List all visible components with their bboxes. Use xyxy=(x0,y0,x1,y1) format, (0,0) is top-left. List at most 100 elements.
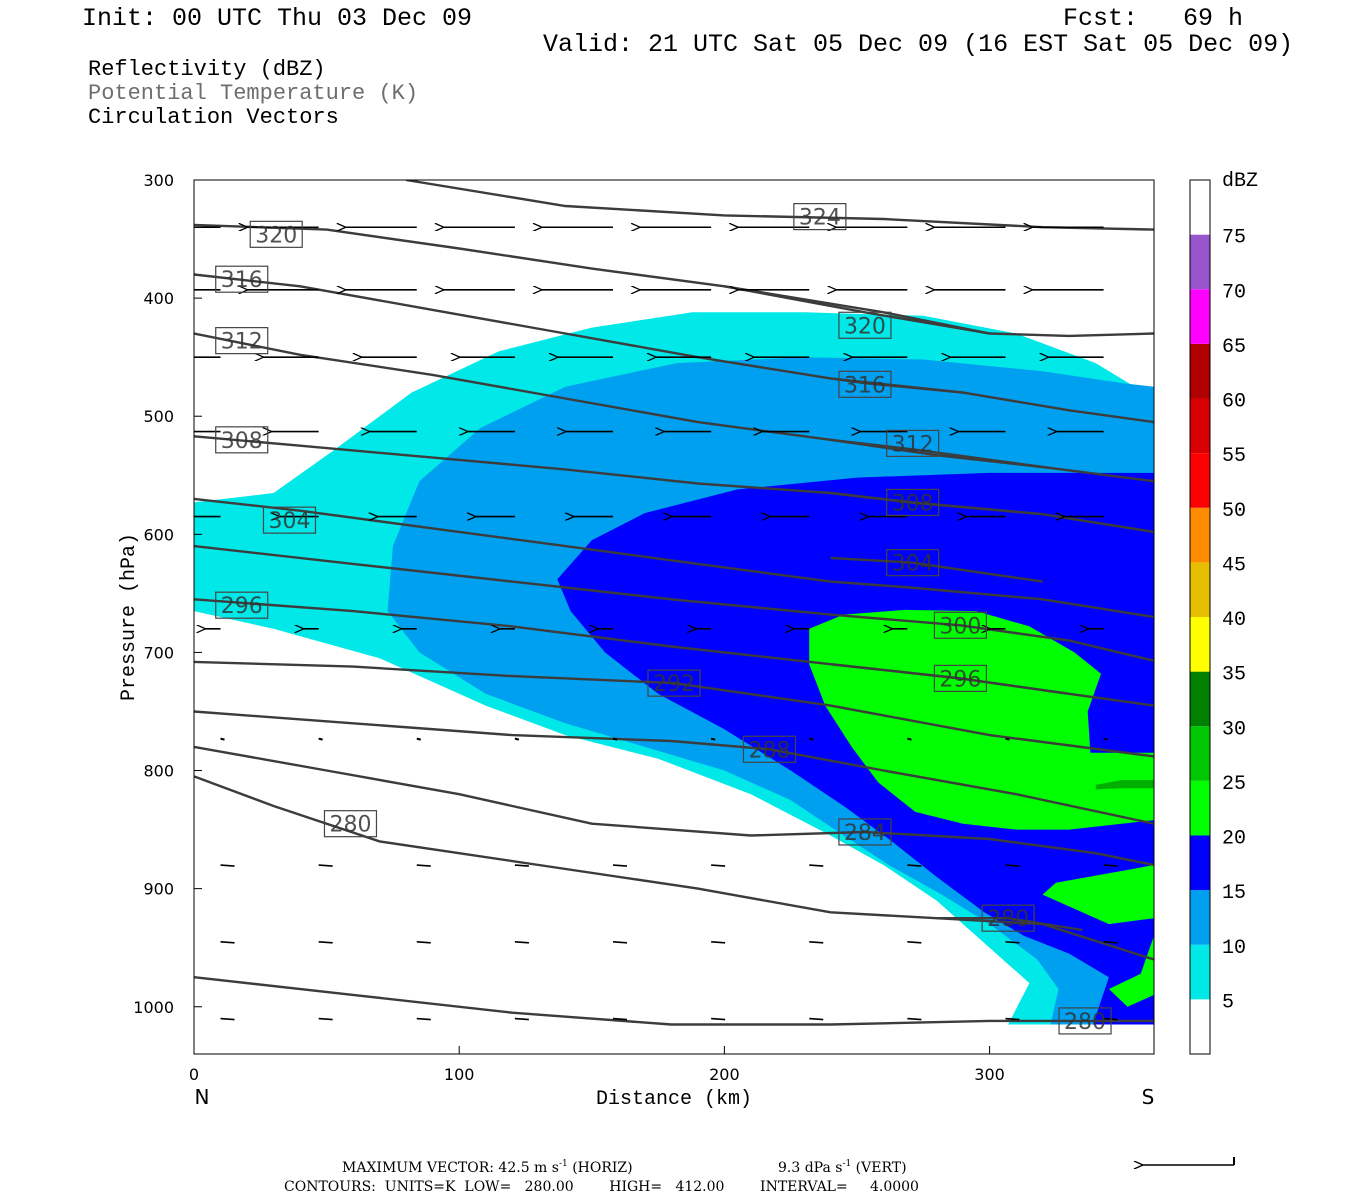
max-vector-vert: 9.3 dPa s-1 (VERT) xyxy=(778,1159,907,1176)
theta-contour-292-14 xyxy=(194,660,1154,758)
colorbar-segment xyxy=(1190,726,1210,781)
theta-contour-280-19 xyxy=(194,976,1154,1026)
theta-contour-324-0 xyxy=(406,180,1154,231)
circulation-vector xyxy=(318,1017,333,1021)
theta-contour-312-6 xyxy=(830,438,1043,469)
theta-label-box xyxy=(838,311,892,339)
y-tick-label: 600 xyxy=(143,525,174,544)
theta-contour-label: 316 xyxy=(221,268,263,293)
colorbar-segment xyxy=(1190,562,1210,617)
circulation-vector xyxy=(711,940,726,944)
theta-contour-label: 288 xyxy=(748,738,790,763)
theta-contour-label: 320 xyxy=(255,223,297,248)
circulation-vector xyxy=(1103,737,1108,741)
colorbar-label: 60 xyxy=(1222,391,1246,414)
colorbar-label: 20 xyxy=(1222,828,1246,851)
circulation-vector xyxy=(711,864,726,867)
theta-contour-label: 280 xyxy=(987,907,1029,932)
circulation-vector xyxy=(416,1017,431,1021)
init-time: Init: 00 UTC Thu 03 Dec 09 xyxy=(82,4,473,33)
theta-contour-280-17 xyxy=(194,775,1154,961)
theta-label-box xyxy=(262,506,317,534)
north-endpoint-label: N xyxy=(195,1085,210,1109)
theta-contour-308-8 xyxy=(830,491,1043,516)
south-endpoint-label: S xyxy=(1142,1085,1155,1109)
colorbar-segment xyxy=(1190,398,1210,454)
colorbar-segment xyxy=(1190,507,1210,563)
circulation-vector xyxy=(809,940,824,944)
circulation-vector xyxy=(809,737,814,741)
theta-label-box xyxy=(647,669,701,697)
colorbar-label: 30 xyxy=(1222,718,1246,741)
circulation-vector xyxy=(1005,1017,1020,1021)
y-tick-label: 400 xyxy=(143,289,174,308)
theta-contour-label: 292 xyxy=(653,672,695,697)
theta-label-box xyxy=(215,426,269,454)
circulation-vector xyxy=(514,737,520,741)
theta-contour-label: 324 xyxy=(799,206,841,231)
colorbar-label: 45 xyxy=(1222,554,1246,577)
colorbar-segment xyxy=(1190,780,1210,836)
circulation-vector xyxy=(1005,737,1010,741)
colorbar-segment xyxy=(1190,289,1210,344)
colorbar-label: 15 xyxy=(1222,882,1246,905)
colorbar-segment xyxy=(1190,835,1210,891)
theta-contour-316-4 xyxy=(830,377,964,394)
plot-frame xyxy=(193,179,1155,1055)
field-potential-temperature: Potential Temperature (K) xyxy=(88,81,419,106)
theta-contour-label: 308 xyxy=(221,429,263,454)
y-axis-label: Pressure (hPa) xyxy=(118,533,141,701)
theta-contour-label: 304 xyxy=(892,552,934,577)
theta-contour-288-15 xyxy=(194,710,1154,825)
max-vector-horiz: MAXIMUM VECTOR: 42.5 m s-1 (HORIZ) xyxy=(342,1159,633,1176)
colorbar-frame xyxy=(1189,179,1211,1055)
colorbar-unit: dBZ xyxy=(1222,170,1258,193)
theta-contour-label: 284 xyxy=(844,821,886,846)
circulation-vector xyxy=(1103,940,1118,944)
theta-contour-label: 308 xyxy=(892,491,934,516)
theta-contour-label: 280 xyxy=(1064,1010,1106,1035)
theta-contour-label: 316 xyxy=(844,373,886,398)
theta-contour-label: 312 xyxy=(221,330,263,355)
colorbar-label: 50 xyxy=(1222,500,1246,523)
theta-label-box xyxy=(933,611,988,639)
theta-label-box xyxy=(215,327,269,355)
colorbar-label: 55 xyxy=(1222,445,1246,468)
theta-label-box xyxy=(886,488,940,517)
colorbar-segment xyxy=(1190,890,1210,945)
y-tick-label: 300 xyxy=(143,171,174,190)
theta-label-box xyxy=(215,265,269,293)
contours-info: CONTOURS: UNITS=K LOW= 280.00 HIGH= 412.… xyxy=(284,1179,919,1195)
circulation-vector xyxy=(416,864,431,867)
theta-label-box xyxy=(323,810,378,838)
theta-label-box xyxy=(933,664,988,693)
y-tick-label: 1000 xyxy=(133,998,174,1017)
theta-contour-304-9 xyxy=(194,497,1154,619)
circulation-vector xyxy=(220,940,235,944)
theta-label-box xyxy=(981,904,1035,932)
theta-contour-label: 296 xyxy=(221,594,263,619)
colorbar-segment xyxy=(1190,180,1210,235)
valid-time: Valid: 21 UTC Sat 05 Dec 09 (16 EST Sat … xyxy=(543,30,1294,59)
x-tick-label: 100 xyxy=(444,1065,475,1084)
circulation-vector xyxy=(809,864,824,867)
circulation-vector xyxy=(907,1017,922,1021)
colorbar-segment xyxy=(1190,617,1210,672)
circulation-vector xyxy=(907,940,922,944)
circulation-vector xyxy=(1005,940,1020,944)
colorbar-segment xyxy=(1190,234,1210,290)
circulation-vector xyxy=(612,1017,628,1021)
field-circulation-vectors: Circulation Vectors xyxy=(88,105,339,130)
circulation-vector xyxy=(220,1017,235,1021)
circulation-vector xyxy=(809,1017,824,1021)
circulation-vector xyxy=(612,940,628,944)
theta-contour-label: 296 xyxy=(939,667,981,692)
circulation-vector xyxy=(907,864,922,867)
circulation-vector xyxy=(514,1017,529,1021)
x-tick-label: 0 xyxy=(189,1065,199,1084)
circulation-vector xyxy=(1103,864,1118,867)
theta-label-box xyxy=(838,818,892,846)
y-tick-label: 700 xyxy=(143,643,174,662)
theta-contour-284-16 xyxy=(194,745,1154,867)
